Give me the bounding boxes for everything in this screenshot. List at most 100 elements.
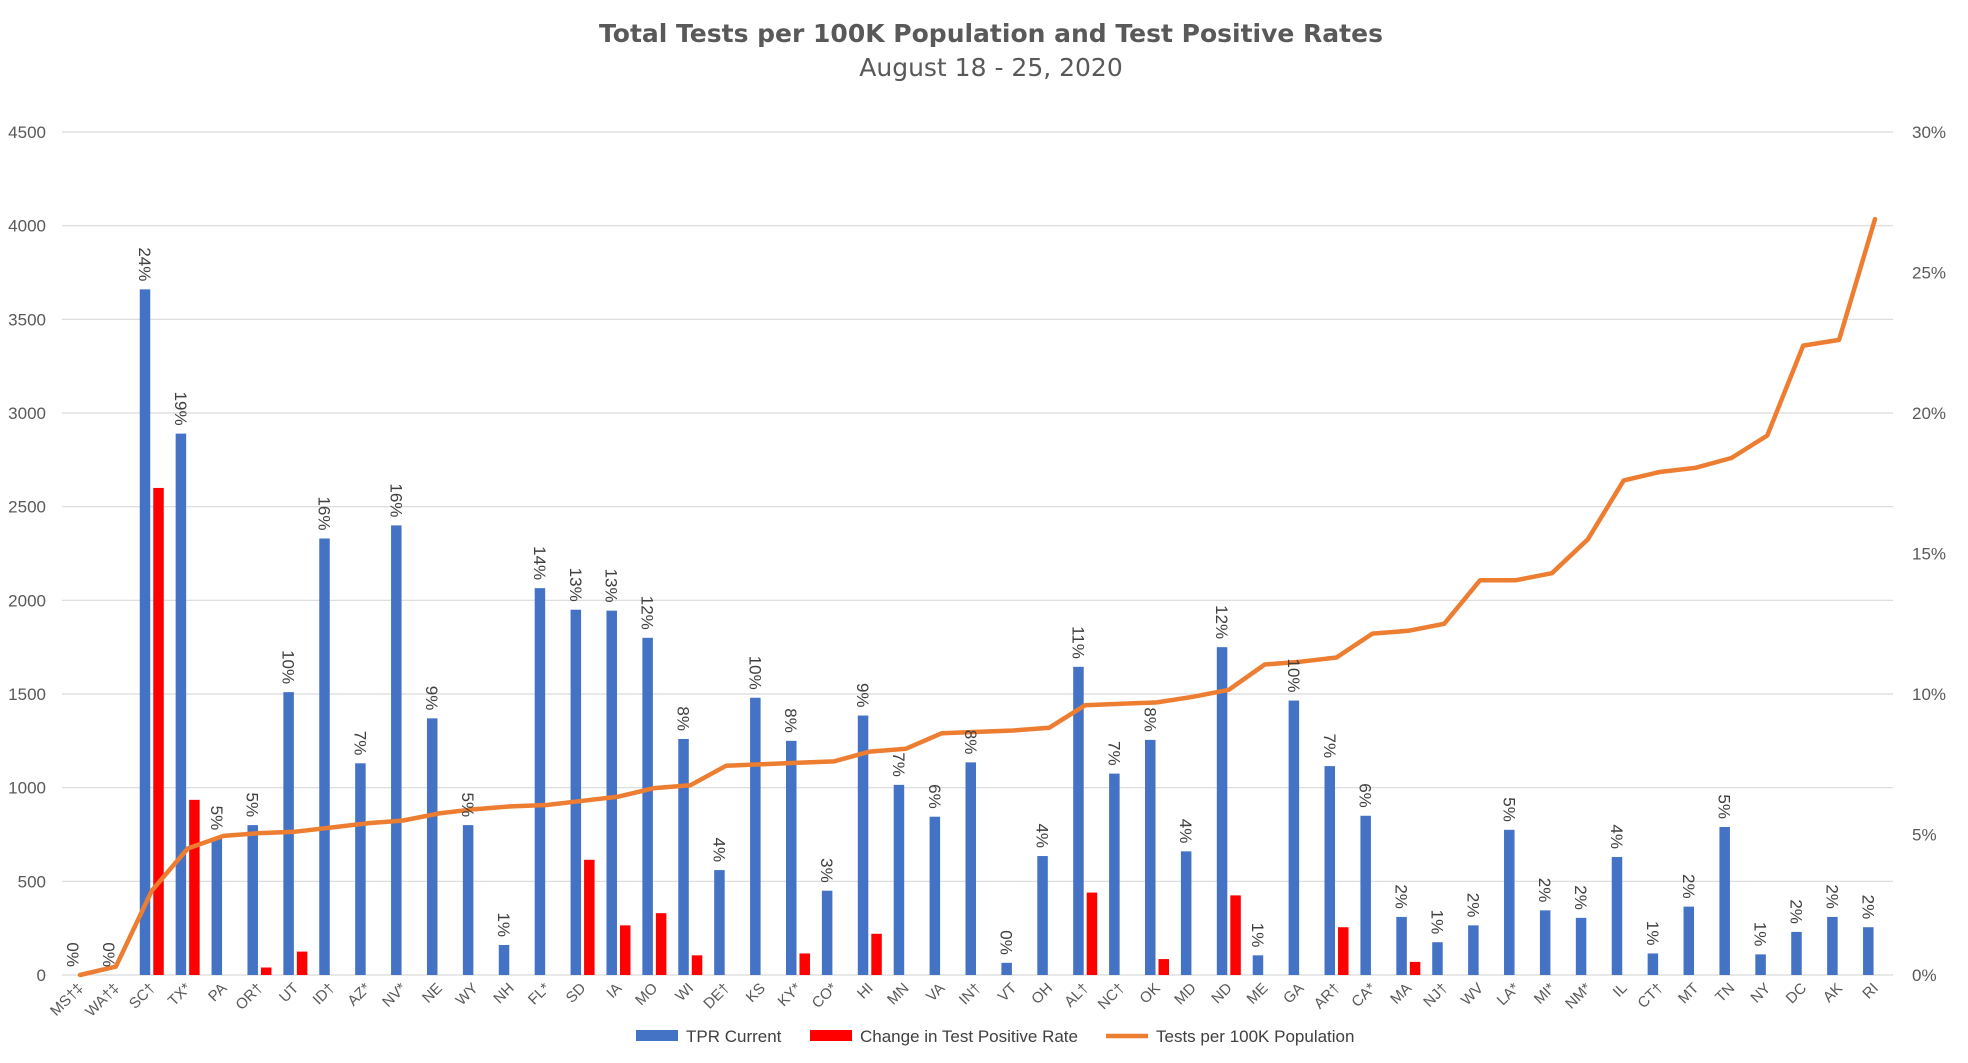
bar-tpr-current [175,433,187,975]
bar-tpr-current [893,784,905,975]
bar-tpr-current [642,637,653,975]
legend-label: Tests per 100K Population [1156,1027,1354,1046]
category-label: KS [743,980,769,1006]
bar-tpr-current [462,825,474,975]
left-axis-tick-label: 4000 [8,217,46,236]
category-label: AZ* [344,980,374,1010]
bar-data-label: 4% [709,838,728,863]
bar-data-label: 1% [1248,923,1267,948]
category-label: MO [632,980,661,1009]
category-label: TX* [165,980,195,1010]
bar-change-tpr [584,859,595,975]
bar-change-tpr [296,951,308,975]
left-axis-tick-label: 3500 [8,310,46,329]
right-axis-ticks: 0% 5% 10% 15% 20% 25% 30% [1912,123,1946,985]
bar-change-tpr [619,925,631,975]
bar-tpr-current [1109,773,1120,975]
bar-data-label: 8% [781,708,800,733]
category-label: DE† [700,980,733,1013]
bar-data-label: 2% [1679,874,1698,899]
category-label: OR† [232,980,266,1014]
bar-tpr-current [1611,856,1623,975]
bar-data-label: 0% [99,942,118,967]
bar-change-tpr [655,913,667,975]
category-label: MN [884,980,913,1009]
bar-data-label: 7% [1320,734,1339,759]
bar-change-tpr [1086,892,1098,975]
category-label: OK [1136,980,1163,1007]
legend-label: Change in Test Positive Rate [860,1027,1078,1046]
category-label: DC [1783,980,1810,1007]
bar-data-label: 2% [1535,878,1554,903]
bar-tpr-current [1432,942,1443,975]
bar-tpr-current [534,588,546,975]
bar-tpr-current [1180,851,1192,975]
category-label: IN† [956,980,985,1009]
bar-data-label: 24% [135,247,154,281]
category-label: MD [1171,980,1200,1009]
right-axis-tick-label: 10% [1912,685,1946,704]
bar-tpr-current [1360,815,1371,975]
bar-data-label: 13% [566,568,585,602]
bar-data-label: 5% [1499,797,1518,822]
bar-data-label: 10% [279,650,298,684]
bar-data-label: 9% [422,686,441,711]
bar-change-tpr [260,967,272,975]
bar-data-label: 8% [674,706,693,731]
category-label: TN [1712,980,1738,1006]
bar-data-label: 9% [853,683,872,708]
left-axis-tick-label: 3000 [8,404,46,423]
category-label: AL† [1061,980,1092,1011]
bar-data-label: 4% [1607,824,1626,849]
category-label: AR† [1311,980,1344,1013]
bar-tpr-current [1073,666,1084,975]
bar-tpr-current [1719,827,1730,975]
category-label: NC† [1095,980,1128,1013]
bar-tpr-current [678,738,689,975]
legend: TPR Current Change in Test Positive Rate T… [636,1027,1354,1046]
bar-data-label: 2% [1858,895,1877,920]
category-label: MI* [1531,980,1559,1008]
category-labels: MS†‡WA†‡ SC† TX* PA OR† UT ID† AZ* NV* NE WY NH FL* S… [47,980,1882,1021]
category-label: NV* [379,980,410,1011]
bar-change-tpr [153,487,164,975]
category-label: NH [490,980,517,1007]
category-label: CO* [809,980,841,1012]
bar-tpr-current [1539,910,1551,975]
bar-change-tpr [1158,959,1170,975]
bar-data-label: 0% [63,942,82,967]
bar-tpr-current [606,610,617,975]
bar-data-label: 2% [1463,893,1482,918]
category-label: PA [205,980,230,1005]
bar-change-tpr [189,799,200,975]
bar-tpr-current [750,697,761,975]
bar-change-tpr [1338,927,1349,975]
bar-tpr-current [821,890,833,975]
bar-data-label: 6% [1356,783,1375,808]
category-label: WY [453,980,482,1009]
bar-tpr-current [1288,700,1300,975]
category-label: AK [1820,980,1846,1006]
bar-tpr-current [1468,925,1479,975]
category-label: CA* [1348,980,1379,1011]
bar-data-label: 4% [1033,823,1052,848]
left-axis-tick-label: 1500 [8,685,46,704]
left-axis-ticks: 0 500 1000 1500 2000 2500 3000 3500 4000 4500 [8,123,46,985]
right-axis-tick-label: 30% [1912,123,1946,142]
category-label: MS†‡ [47,980,87,1020]
bar-tpr-current [785,740,797,975]
legend-swatch [636,1030,678,1041]
bar-data-label: 1% [494,912,513,937]
bar-data-label: 13% [602,569,621,603]
bar-tpr-current [355,763,366,975]
bar-change-tpr [1230,895,1241,975]
bar-data-label: 1% [1751,922,1770,947]
bar-data-label: 10% [745,656,764,690]
category-label: KY* [775,980,805,1010]
bar-change-tpr [1409,961,1421,975]
bar-data-label: 5% [458,793,477,818]
bar-data-label: 14% [530,546,549,580]
category-label: LA* [1494,980,1523,1009]
left-axis-tick-label: 4500 [8,123,46,142]
